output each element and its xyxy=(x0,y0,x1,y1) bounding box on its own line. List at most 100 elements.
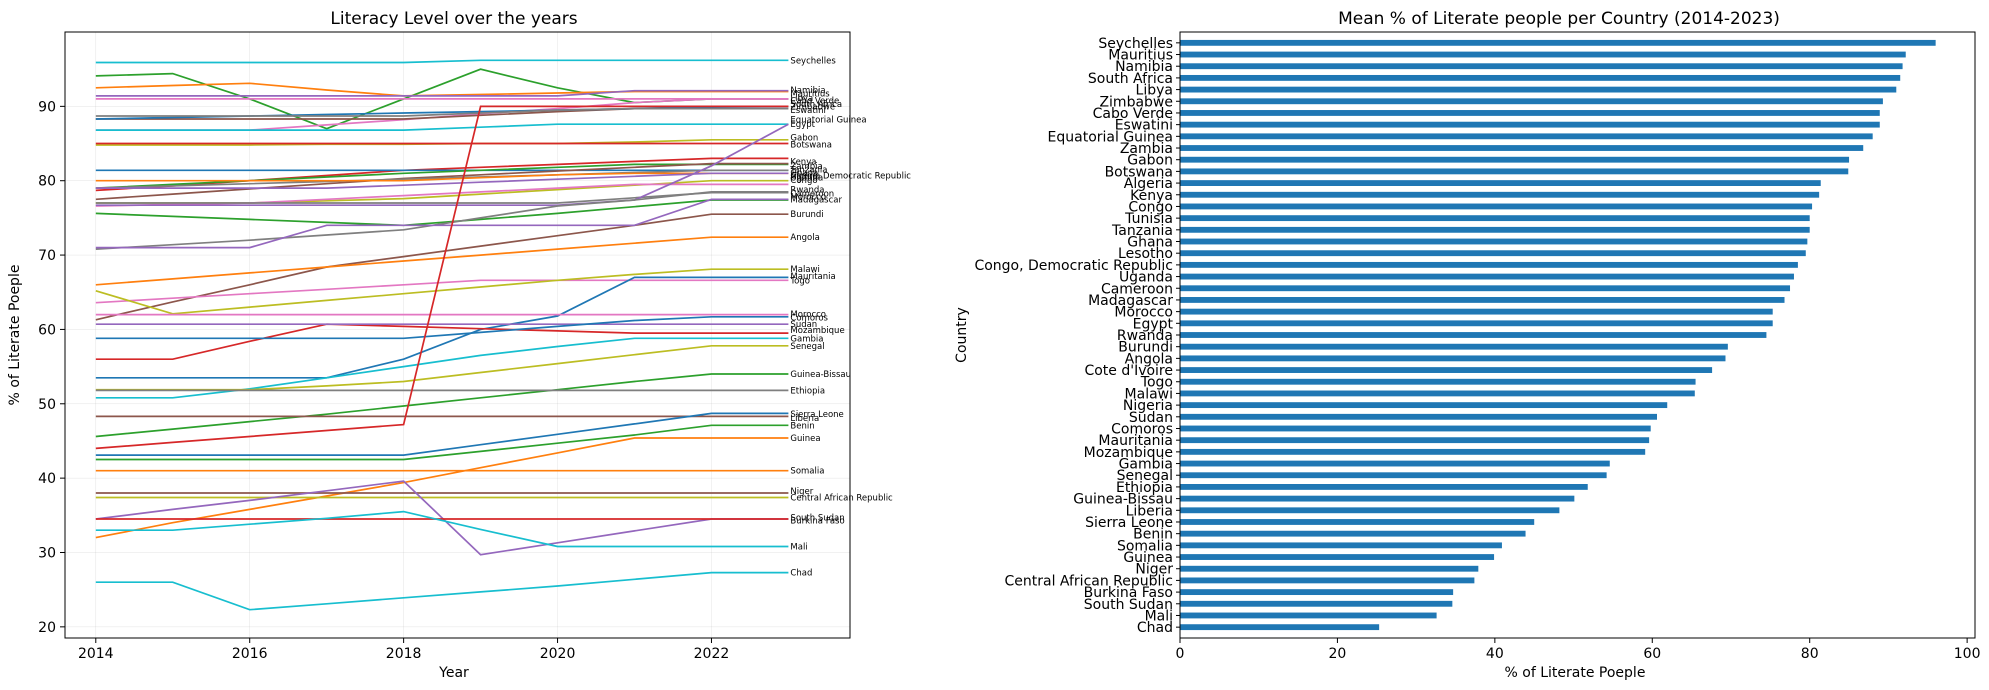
series-line xyxy=(95,163,789,189)
series-line xyxy=(95,373,789,438)
bar xyxy=(1180,413,1657,420)
bar xyxy=(1180,484,1588,490)
end-label: Uganda xyxy=(790,174,823,184)
end-label: Equatorial Guinea xyxy=(790,116,866,126)
series-line xyxy=(95,480,789,556)
bar xyxy=(1180,39,1936,46)
series-line xyxy=(95,82,789,97)
bar xyxy=(1180,472,1607,479)
y-tick-label: 30 xyxy=(38,545,56,561)
category-label: Sudan xyxy=(1129,410,1173,426)
end-label: Libya xyxy=(790,94,813,104)
category-label: Tunisia xyxy=(1124,211,1173,227)
end-label: Tanzania xyxy=(789,166,827,176)
series-line xyxy=(95,276,789,379)
x-tick-label: 0 xyxy=(1176,646,1185,662)
end-label: Burkina Faso xyxy=(790,517,844,527)
end-label: Niger xyxy=(790,487,813,497)
end-label: Egypt xyxy=(790,120,815,130)
series-line xyxy=(95,169,789,189)
bar xyxy=(1180,86,1897,93)
end-label: Rwanda xyxy=(790,186,824,196)
end-label: Kenya xyxy=(790,157,816,167)
bar-chart-bars xyxy=(1180,39,1936,631)
bar-chart: Mean % of Literate people per Country (2… xyxy=(954,9,1980,681)
end-label: Congo xyxy=(790,176,817,186)
end-label: Guinea xyxy=(790,434,820,444)
category-label: South Africa xyxy=(1088,71,1173,87)
bar xyxy=(1180,98,1883,105)
line-chart-frame xyxy=(64,31,851,639)
y-tick-label: 50 xyxy=(38,397,56,413)
series-line xyxy=(95,105,789,450)
x-tick-label: 2014 xyxy=(78,646,114,662)
bar xyxy=(1180,51,1906,58)
category-label: Zambia xyxy=(1120,141,1173,157)
end-label: Cabo Verde xyxy=(790,96,839,106)
bar xyxy=(1180,390,1695,397)
end-label: South Africa xyxy=(790,100,842,110)
series-line xyxy=(95,510,789,548)
bar-chart-y-label: Country xyxy=(954,307,970,363)
category-label: Senegal xyxy=(1117,468,1173,484)
end-label: Eswatini xyxy=(790,106,825,116)
end-label: Chad xyxy=(790,569,812,579)
category-label: Uganda xyxy=(1119,270,1173,286)
category-label: Chad xyxy=(1137,620,1173,636)
bar xyxy=(1180,191,1820,198)
bar xyxy=(1180,542,1502,549)
bar xyxy=(1180,215,1810,222)
bar xyxy=(1180,261,1798,268)
category-label: Comoros xyxy=(1111,421,1173,437)
category-label: Algeria xyxy=(1124,176,1173,192)
series-line xyxy=(95,268,789,315)
end-label: Gambia xyxy=(790,334,823,344)
category-label: Benin xyxy=(1133,527,1173,543)
y-tick-label: 90 xyxy=(38,99,56,115)
category-label: Guinea xyxy=(1123,550,1173,566)
line-chart: Literacy Level over the years Seychelles… xyxy=(7,9,911,681)
end-label: Comoros xyxy=(790,314,828,324)
y-tick-label: 20 xyxy=(38,620,56,636)
end-label: Congo, Democratic Republic xyxy=(790,172,911,182)
bar xyxy=(1180,507,1560,514)
bar xyxy=(1180,273,1794,280)
end-label: Namibia xyxy=(790,86,825,96)
x-tick-label: 2018 xyxy=(386,646,422,662)
end-label: Malawi xyxy=(790,265,819,275)
series-line xyxy=(95,437,789,539)
bar xyxy=(1180,448,1646,455)
category-label: Equatorial Guinea xyxy=(1048,129,1173,145)
bar xyxy=(1180,355,1726,362)
end-label: Sudan xyxy=(790,320,817,330)
series-line xyxy=(95,123,789,131)
bar xyxy=(1180,320,1773,327)
category-label: Congo xyxy=(1128,199,1173,215)
category-label: Cameroon xyxy=(1101,281,1173,297)
bar xyxy=(1180,250,1806,257)
category-label: Namibia xyxy=(1115,59,1173,75)
line-chart-series xyxy=(95,59,789,611)
end-label: Central African Republic xyxy=(790,493,893,503)
category-label: Kenya xyxy=(1130,188,1173,204)
series-line xyxy=(95,337,789,399)
end-label: Botswana xyxy=(790,140,832,150)
category-label: Mauritius xyxy=(1108,48,1173,64)
end-label: Ethiopia xyxy=(790,386,825,396)
category-label: Rwanda xyxy=(1117,328,1173,344)
line-chart-title: Literacy Level over the years xyxy=(330,9,577,29)
end-label: Zimbabwe xyxy=(790,102,835,112)
bar xyxy=(1180,156,1850,163)
x-tick-label: 40 xyxy=(1486,646,1504,662)
bar xyxy=(1180,600,1453,607)
category-label: Gabon xyxy=(1127,153,1173,169)
end-label: South Sudan xyxy=(790,514,844,524)
end-label: Morocco xyxy=(790,310,826,320)
bar xyxy=(1180,285,1791,292)
end-label: Zambia xyxy=(790,162,822,172)
end-label: Benin xyxy=(790,421,814,431)
category-label: Central African Republic xyxy=(1004,573,1173,589)
bar xyxy=(1180,367,1713,373)
